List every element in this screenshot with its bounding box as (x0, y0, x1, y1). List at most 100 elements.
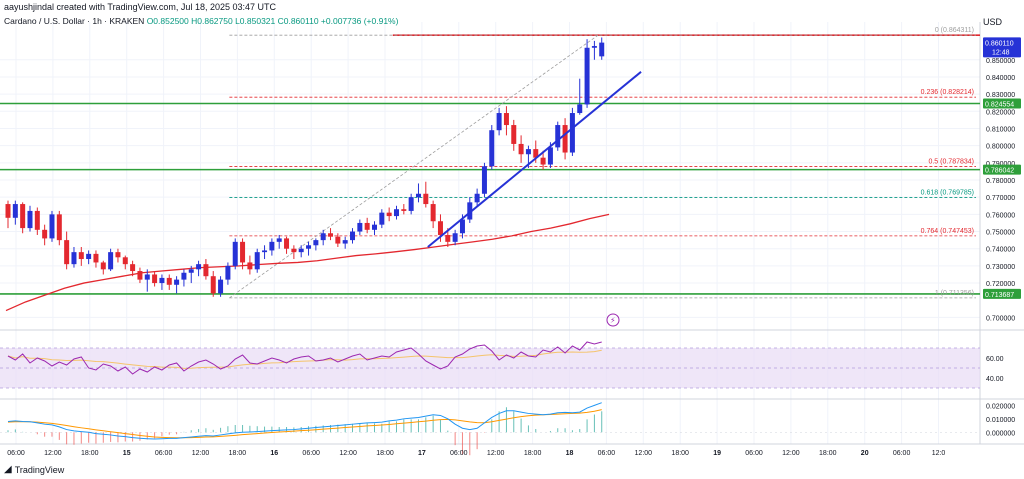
candle-body (511, 125, 517, 144)
price-tick-label: 0.780000 (986, 178, 1015, 185)
candle-body (525, 149, 531, 155)
price-tick-label: 0.760000 (986, 212, 1015, 219)
candle-body (445, 234, 451, 242)
price-tick-label: 0.740000 (986, 247, 1015, 254)
candle-body (481, 166, 487, 194)
price-badge-label: 0.786042 (985, 168, 1014, 175)
candle-body (144, 274, 150, 280)
candle-body (518, 143, 524, 155)
fib-level-label: 0.618 (0.769785) (921, 190, 974, 197)
candle-body (247, 262, 253, 270)
fib-level-label: 1 (0.711356) (935, 290, 974, 297)
time-tick-label: 18:00 (819, 450, 837, 457)
currency-label[interactable]: USD (982, 17, 1002, 27)
tradingview-footer[interactable]: ◢ TradingView (4, 464, 64, 475)
price-badge (983, 37, 1021, 58)
candle-body (335, 236, 341, 244)
time-tick-label: 19 (713, 450, 721, 457)
time-tick-label: 18:00 (376, 450, 394, 457)
trendline (427, 71, 642, 248)
candle-body (459, 219, 465, 234)
candle-body (225, 265, 231, 280)
price-badge-label: 0.860110 (985, 40, 1014, 47)
candle-body (20, 204, 26, 229)
price-badge-label: 0.713687 (985, 292, 1014, 299)
price-tick-label: 0.750000 (986, 230, 1015, 237)
price-tick-label: 0.840000 (986, 75, 1015, 82)
ohlc-values: O0.852500 H0.862750 L0.850321 C0.860110 … (146, 16, 399, 26)
candle-body (108, 252, 114, 270)
rsi-tick-label: 60.00 (986, 356, 1004, 363)
author-credit: aayushjindal created with TradingView.co… (4, 2, 276, 12)
time-tick-label: 18:00 (229, 450, 247, 457)
candle-body (203, 264, 209, 277)
candle-body (415, 193, 421, 198)
price-tick-label: 0.830000 (986, 92, 1015, 99)
candle-body (5, 204, 11, 218)
time-tick-label: 12:00 (44, 450, 62, 457)
time-tick-label: 06:00 (450, 450, 468, 457)
candle-body (320, 233, 326, 241)
candle-body (423, 193, 429, 205)
candle-body (533, 149, 539, 158)
time-tick-label: 17 (418, 450, 426, 457)
candle-body (34, 210, 40, 230)
candle-body (115, 252, 121, 258)
candle-body (306, 245, 312, 249)
candle-body (372, 224, 377, 230)
candle-body (71, 252, 77, 265)
candle-body (181, 272, 187, 280)
candle-body (56, 214, 62, 241)
candle-body (298, 248, 304, 253)
time-tick-label: 06:00 (893, 450, 911, 457)
time-tick-label: 12:00 (635, 450, 653, 457)
macd-tick-label: 0.010000 (986, 417, 1015, 424)
price-tick-label: 0.770000 (986, 195, 1015, 202)
candle-body (562, 125, 568, 153)
rsi-panel: ⚡ 60.00 40.00 (0, 313, 1004, 389)
candle-body (159, 277, 165, 284)
time-tick-label: 06:00 (745, 450, 763, 457)
candle-body (269, 241, 275, 251)
rsi-tick-label: 40.00 (986, 376, 1004, 383)
time-tick-label: 18:00 (81, 450, 99, 457)
candle-body (489, 130, 495, 167)
candle-body (152, 274, 158, 284)
alert-icon (606, 313, 620, 327)
candle-body (328, 233, 334, 237)
time-tick-label: 06:00 (598, 450, 616, 457)
candle-body (218, 279, 224, 294)
fib-level-label: 0.764 (0.747453) (921, 228, 974, 235)
fib-level-label: 0 (0.864311) (935, 27, 974, 34)
tradingview-brand: TradingView (14, 464, 65, 475)
time-tick-label: 16 (270, 450, 278, 457)
candle-body (42, 229, 48, 239)
candle-body (254, 252, 260, 270)
time-tick-label: 12:00 (487, 450, 505, 457)
price-tick-label: 0.730000 (986, 264, 1015, 271)
candle-body (569, 113, 575, 153)
macd-tick-label: 0.000000 (986, 430, 1015, 437)
price-axis[interactable]: 0.850000 0.840000 0.830000 0.820000 0.810000… (983, 37, 1021, 322)
price-badge (983, 164, 1021, 175)
time-axis[interactable]: 06:00 12:00 18:00 15 06:00 12:00 18:00 16 06:00 1… (7, 450, 945, 457)
symbol-legend[interactable]: Cardano / U.S. Dollar · 1h · KRAKEN O0.8… (4, 16, 398, 26)
candle-body (122, 257, 128, 265)
candle-body (386, 212, 392, 217)
alert-icon-glyph: ⚡ (610, 316, 616, 325)
price-tick-label: 0.700000 (986, 315, 1015, 322)
time-tick-label: 12:00 (782, 450, 800, 457)
time-tick-label: 06:00 (155, 450, 173, 457)
time-tick-label: 12:00 (339, 450, 357, 457)
candle-body (262, 250, 268, 253)
candle-body (430, 204, 436, 222)
tradingview-logo-icon: ◢ (4, 464, 12, 475)
candle-body (27, 210, 33, 229)
time-tick-label: 06:00 (7, 450, 25, 457)
candle-body (137, 271, 143, 280)
symbol-title: Cardano / U.S. Dollar · 1h · KRAKEN (4, 16, 145, 26)
fib-level-label: 0.236 (0.828214) (921, 89, 974, 96)
candle-body (64, 240, 70, 265)
fib-diagonal (229, 34, 599, 299)
